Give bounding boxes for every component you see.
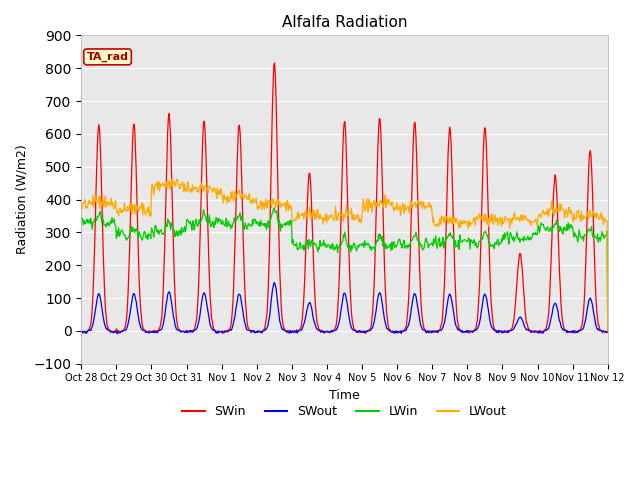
- LWout: [77, 201, 85, 206]
- SWin: [87, 322, 95, 327]
- SWin: [425, 329, 433, 335]
- LWout: [141, 211, 149, 216]
- LWin: [223, 216, 230, 221]
- LWin: [87, 215, 95, 221]
- SWout: [113, 331, 121, 336]
- SWout: [604, 329, 612, 335]
- SWout: [142, 329, 150, 335]
- Line: LWout: LWout: [81, 179, 608, 331]
- SWin: [77, 328, 85, 334]
- LWout: [604, 328, 612, 334]
- Y-axis label: Radiation (W/m2): Radiation (W/m2): [15, 144, 28, 254]
- LWout: [87, 201, 95, 207]
- SWin: [223, 328, 231, 334]
- LWout: [223, 201, 231, 206]
- SWin: [195, 288, 202, 293]
- SWin: [604, 328, 612, 334]
- LWout: [173, 176, 181, 182]
- LWin: [604, 328, 612, 334]
- LWin: [195, 222, 202, 228]
- LWin: [424, 245, 432, 251]
- Legend: SWin, SWout, LWin, LWout: SWin, SWout, LWin, LWout: [177, 400, 512, 423]
- Line: SWout: SWout: [81, 283, 608, 334]
- Line: LWin: LWin: [81, 208, 608, 331]
- LWin: [409, 235, 417, 240]
- SWin: [141, 327, 149, 333]
- SWout: [87, 328, 95, 334]
- SWin: [410, 129, 417, 134]
- LWin: [270, 205, 278, 211]
- SWout: [195, 317, 203, 323]
- LWout: [195, 184, 203, 190]
- SWout: [77, 329, 85, 335]
- SWout: [410, 292, 417, 298]
- SWout: [271, 280, 278, 286]
- Title: Alfalfa Radiation: Alfalfa Radiation: [282, 15, 407, 30]
- X-axis label: Time: Time: [329, 389, 360, 402]
- Line: SWin: SWin: [81, 63, 608, 334]
- SWout: [223, 329, 231, 335]
- SWin: [219, 331, 227, 336]
- LWout: [409, 203, 417, 208]
- SWout: [425, 330, 433, 336]
- LWin: [77, 216, 85, 222]
- LWin: [141, 229, 149, 235]
- Text: TA_rad: TA_rad: [86, 52, 129, 62]
- LWout: [424, 204, 432, 210]
- SWin: [271, 60, 278, 66]
